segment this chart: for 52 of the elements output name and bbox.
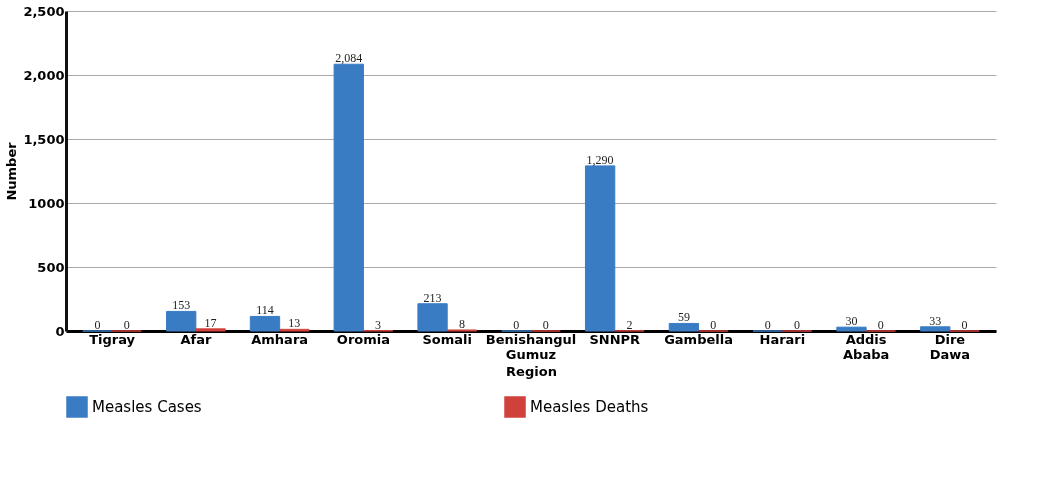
x-tick-label: SNNPR: [589, 331, 641, 347]
legend-label: Measles Deaths: [530, 398, 649, 416]
data-label: 114: [256, 303, 274, 318]
bar: [333, 63, 364, 332]
x-tick-label: Benishangul Gumuz: [485, 331, 577, 362]
data-label: 8: [458, 316, 465, 331]
data-label: 3: [375, 317, 382, 332]
bar: [668, 322, 700, 332]
data-label: 30: [845, 314, 858, 329]
y-tick-label: 500: [37, 259, 65, 275]
data-label: 0: [710, 318, 717, 332]
data-label: 0: [123, 318, 130, 332]
data-label: 1,290: [586, 152, 614, 167]
y-tick-label: 1000: [28, 195, 65, 211]
data-label: 0: [542, 318, 549, 332]
x-tick-label: Addis Ababa: [843, 331, 890, 362]
data-label: 213: [423, 290, 442, 305]
bar: [249, 315, 281, 332]
data-label: 0: [94, 318, 101, 332]
data-label: 17: [204, 315, 217, 330]
x-tick-label: Harari: [759, 331, 806, 347]
legend-label: Measles Cases: [92, 398, 202, 416]
data-label: 0: [794, 318, 801, 332]
data-label: 2,084: [335, 51, 363, 66]
x-tick-label: Dire Dawa: [929, 331, 971, 362]
y-tick-label: 0: [55, 323, 65, 339]
data-label: 153: [172, 298, 191, 313]
y-tick-label: 1,500: [23, 131, 65, 147]
data-label: 0: [513, 318, 520, 332]
bar: [920, 326, 951, 332]
x-tick-label: Afar: [180, 331, 212, 347]
data-label: 59: [677, 310, 690, 325]
x-tick-label: Gambella: [664, 331, 733, 347]
bar: [417, 303, 448, 332]
data-label: 2: [626, 317, 633, 332]
data-label: 13: [288, 316, 301, 331]
bar: [195, 328, 226, 332]
data-label: 33: [929, 313, 942, 328]
data-label: 0: [961, 318, 968, 332]
bar: [584, 165, 616, 332]
bar: [836, 326, 867, 332]
bar: [166, 310, 197, 332]
x-tick-label: Amhara: [251, 331, 309, 347]
y-axis-title: Number: [4, 141, 20, 201]
x-tick-label: Oromia: [336, 331, 391, 347]
y-tick-label: 2,000: [23, 67, 65, 83]
x-axis-title: Region: [506, 363, 557, 379]
data-label: 0: [877, 318, 884, 332]
x-tick-label: Somali: [422, 331, 472, 347]
y-tick-label: 2,500: [23, 3, 65, 19]
data-label: 0: [764, 318, 771, 332]
x-tick-label: Tigray: [89, 331, 136, 347]
